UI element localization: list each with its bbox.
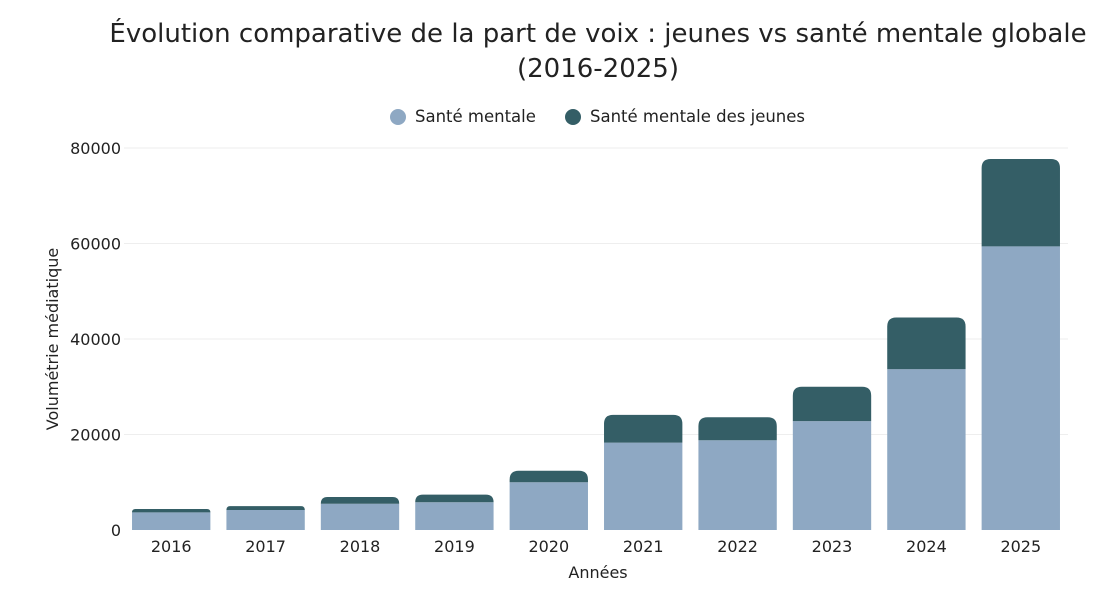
- bar-sante-mentale-2025: [981, 246, 1060, 531]
- bar-sante-mentale-jeunes-2022: [698, 417, 777, 441]
- x-axis-title: Années: [568, 563, 627, 582]
- x-axis-ticks: 2016 2017 2018 2019 2020 2021 2022 2023 2024 2025: [151, 537, 1041, 556]
- y-tick-label: 40000: [70, 330, 121, 349]
- x-tick-label: 2020: [528, 537, 569, 556]
- legend-label-sante-mentale: Santé mentale: [415, 107, 536, 126]
- bar-sante-mentale-jeunes-2023: [792, 386, 872, 422]
- x-tick-label: 2024: [906, 537, 947, 556]
- y-tick-label: 80000: [70, 139, 121, 158]
- y-tick-label: 60000: [70, 235, 121, 254]
- legend-marker-sante-mentale-jeunes: [565, 109, 581, 125]
- x-tick-label: 2023: [812, 537, 853, 556]
- bar-sante-mentale-2019: [415, 502, 494, 530]
- legend-label-sante-mentale-jeunes: Santé mentale des jeunes: [590, 107, 805, 126]
- chart-title-line-1: Évolution comparative de la part de voix…: [109, 17, 1086, 49]
- x-tick-label: 2021: [623, 537, 664, 556]
- x-tick-label: 2022: [717, 537, 758, 556]
- y-axis-title: Volumétrie médiatique: [43, 248, 62, 430]
- bar-sante-mentale-jeunes-2021: [604, 414, 683, 443]
- bar-sante-mentale-2017: [226, 509, 305, 530]
- bar-sante-mentale-2022: [698, 440, 777, 530]
- y-tick-label: 20000: [70, 426, 121, 445]
- x-tick-label: 2025: [1000, 537, 1041, 556]
- x-tick-label: 2019: [434, 537, 475, 556]
- x-tick-label: 2017: [245, 537, 286, 556]
- bar-sante-mentale-2020: [509, 482, 588, 530]
- x-tick-label: 2018: [340, 537, 381, 556]
- bar-sante-mentale-2018: [320, 503, 400, 530]
- bar-sante-mentale-jeunes-2024: [887, 317, 966, 370]
- bar-sante-mentale-jeunes-2018: [320, 497, 400, 504]
- bar-sante-mentale-2021: [604, 442, 683, 530]
- legend-marker-sante-mentale: [390, 109, 406, 125]
- legend: Santé mentale Santé mentale des jeunes: [390, 107, 805, 126]
- chart-title-line-2: (2016-2025): [517, 54, 679, 84]
- y-tick-label: 0: [111, 521, 121, 540]
- bars: [132, 158, 1060, 531]
- bar-sante-mentale-jeunes-2017: [226, 506, 305, 510]
- bar-sante-mentale-jeunes-2025: [981, 158, 1060, 247]
- y-axis-ticks: 0 20000 40000 60000 80000: [70, 139, 121, 540]
- bar-sante-mentale-2016: [132, 512, 211, 530]
- bar-sante-mentale-2024: [887, 369, 966, 530]
- bar-sante-mentale-jeunes-2016: [132, 508, 211, 513]
- bar-sante-mentale-jeunes-2019: [415, 494, 494, 503]
- x-tick-label: 2016: [151, 537, 192, 556]
- bar-sante-mentale-2023: [792, 421, 872, 530]
- bar-sante-mentale-jeunes-2020: [509, 470, 588, 483]
